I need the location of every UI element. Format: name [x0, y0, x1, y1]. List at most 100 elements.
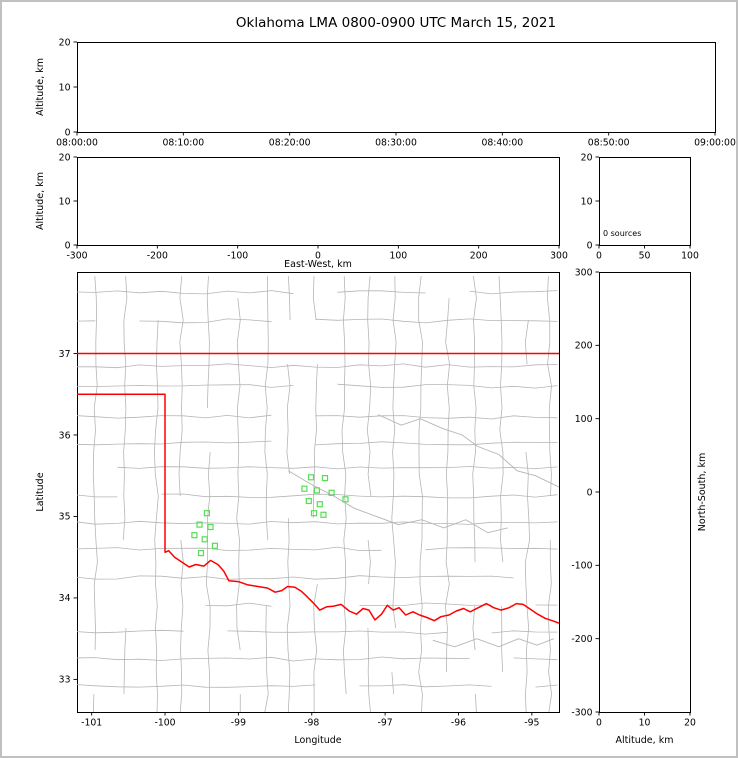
panel-frame	[77, 157, 560, 246]
lma-station-marker	[201, 536, 208, 543]
county-boundary	[366, 276, 372, 712]
lma-station-marker	[320, 511, 327, 518]
x-tick-label: 200	[470, 251, 488, 262]
county-boundary	[77, 520, 558, 525]
panel-time-altitude: 08:00:00 08:10:00 08:20:00 08:30:00 08:40:00…	[35, 37, 736, 148]
county-boundary	[77, 414, 558, 420]
county-boundary	[444, 298, 451, 673]
county-boundary	[77, 363, 558, 369]
y-axis-label: Altitude, km	[35, 58, 46, 116]
lma-station-marker	[321, 475, 329, 482]
county-boundary	[312, 276, 318, 712]
lma-station-marker	[191, 532, 198, 539]
lma-station-marker	[197, 549, 205, 557]
sources-count-label: 0 sources	[603, 229, 641, 238]
y-tick-label: 10	[581, 196, 593, 207]
y-tick-label: 36	[59, 430, 71, 441]
map-layers	[73, 276, 559, 712]
lma-station-marker	[203, 510, 210, 517]
y-axis-label: North-South, km	[697, 453, 708, 531]
y-tick-label: 35	[59, 512, 71, 523]
x-tick-label: 300	[550, 251, 568, 262]
y-tick-label: 200	[575, 341, 593, 352]
county-boundary	[117, 466, 558, 470]
y-axis-label: Latitude	[35, 472, 46, 511]
county-boundary	[264, 276, 269, 712]
county-boundary	[341, 276, 347, 695]
county-boundary	[77, 440, 558, 446]
lma-station-marker	[305, 497, 312, 505]
x-tick-label: 08:30:00	[375, 138, 417, 149]
y-tick-label: 10	[59, 82, 71, 93]
lma-station-marker	[196, 521, 203, 528]
county-boundary	[77, 383, 558, 389]
panel-map: -101 -100 -99 -98 -97 -96 -95 33 34 35 36 37 Longitu…	[35, 272, 560, 746]
x-tick-label: 20	[684, 718, 696, 729]
x-tick-label: -100	[154, 718, 175, 729]
x-tick-label: -300	[66, 251, 87, 262]
county-boundary	[92, 276, 98, 712]
x-tick-label: 0	[315, 251, 321, 262]
county-boundary	[77, 656, 558, 662]
x-tick-label: -100	[227, 251, 248, 262]
lma-station-marker	[211, 542, 218, 549]
x-tick-label: -200	[147, 251, 168, 262]
county-boundary	[77, 684, 558, 688]
lma-station-marker	[316, 501, 323, 508]
x-tick-label: 100	[389, 251, 407, 262]
county-boundary	[178, 276, 184, 712]
y-tick-label: -300	[571, 707, 592, 718]
lma-station-marker	[342, 496, 349, 503]
state-border-oklahoma	[77, 393, 559, 624]
y-axis-label: Altitude, km	[35, 172, 46, 230]
county-boundary	[73, 576, 557, 580]
x-tick-label: 08:20:00	[269, 138, 311, 149]
y-tick-label: 20	[581, 152, 593, 163]
y-tick-label: 0	[65, 240, 71, 251]
county-boundary	[498, 276, 504, 673]
y-tick-label: 33	[59, 675, 71, 686]
lma-station-marker	[307, 474, 315, 481]
y-tick-label: -100	[571, 561, 592, 572]
lma-station-marker	[310, 510, 318, 517]
county-boundary	[77, 290, 558, 295]
x-axis-label: Longitude	[294, 735, 341, 746]
figure-title: Oklahoma LMA 0800-0900 UTC March 15, 202…	[235, 15, 557, 31]
y-tick-label: 34	[59, 593, 71, 604]
lma-station-marker	[301, 485, 308, 492]
river-line	[288, 470, 508, 534]
x-tick-label: 08:40:00	[481, 138, 523, 149]
x-tick-label: 50	[639, 251, 651, 262]
x-tick-label: 09:00:00	[694, 138, 736, 149]
panel-eastwest-altitude: -300 -200 -100 0 100 200 300 0 10 20 East-West, km…	[35, 152, 568, 270]
x-tick-label: -99	[231, 718, 246, 729]
y-tick-label: 10	[59, 196, 71, 207]
y-tick-label: 37	[59, 349, 71, 360]
x-tick-label: -98	[304, 718, 319, 729]
x-tick-label: -101	[81, 718, 102, 729]
x-tick-label: 10	[639, 718, 651, 729]
county-boundary	[122, 276, 128, 695]
county-boundary	[205, 276, 211, 712]
county-boundary	[77, 546, 558, 552]
lma-station-marker	[313, 487, 320, 494]
river-line	[432, 638, 555, 648]
x-axis-label: Altitude, km	[616, 735, 674, 746]
x-tick-label: 08:10:00	[162, 138, 204, 149]
county-boundary	[77, 493, 558, 499]
x-tick-label: -95	[524, 718, 539, 729]
river-line	[377, 414, 559, 488]
panel-frame	[77, 42, 716, 133]
y-tick-label: -200	[571, 634, 592, 645]
y-tick-label: 20	[59, 152, 71, 163]
x-tick-label: 08:50:00	[588, 138, 630, 149]
panel-northsouth-altitude: 0 10 20 -300 -200 -100 0 100 200 300 Altitude, km N…	[571, 267, 708, 746]
x-tick-label: -97	[378, 718, 393, 729]
panel-frame	[599, 272, 691, 713]
lma-station-marker	[207, 523, 214, 531]
county-boundary	[77, 318, 558, 324]
y-tick-label: 0	[65, 127, 71, 138]
county-boundary	[472, 276, 477, 712]
